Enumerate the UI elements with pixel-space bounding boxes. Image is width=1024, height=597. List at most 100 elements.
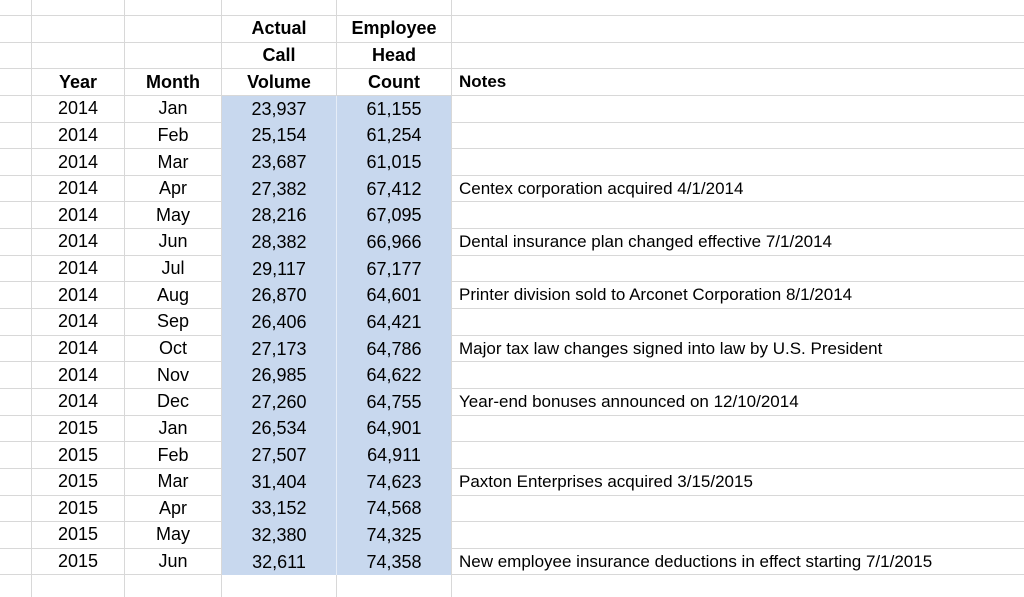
- cell-month[interactable]: Jan: [125, 415, 222, 443]
- cell-note[interactable]: Major tax law changes signed into law by…: [452, 336, 1024, 363]
- cell-empty[interactable]: [222, 575, 337, 597]
- cell-empty[interactable]: [125, 0, 222, 16]
- cell-empty[interactable]: [0, 335, 32, 363]
- cell-head-count[interactable]: 64,901: [337, 415, 452, 443]
- cell-empty[interactable]: [125, 575, 222, 597]
- cell-empty[interactable]: [0, 282, 32, 310]
- cell-empty[interactable]: [452, 575, 1024, 596]
- cell-year[interactable]: 2015: [32, 495, 125, 523]
- cell-year[interactable]: 2014: [32, 149, 125, 176]
- cell-month[interactable]: Feb: [125, 442, 222, 469]
- cell-call-volume[interactable]: 23,687: [222, 149, 337, 176]
- cell-empty[interactable]: [0, 575, 32, 597]
- cell-empty[interactable]: [125, 16, 222, 43]
- cell-empty[interactable]: [0, 229, 32, 256]
- cell-empty[interactable]: [0, 495, 32, 523]
- cell-empty[interactable]: [337, 0, 452, 16]
- cell-empty[interactable]: [337, 575, 452, 597]
- cell-note[interactable]: [452, 149, 1024, 176]
- cell-note[interactable]: [452, 416, 1024, 443]
- cell-year[interactable]: 2014: [32, 229, 125, 256]
- header-cell-employee[interactable]: Employee: [337, 16, 452, 43]
- cell-head-count[interactable]: 74,325: [337, 522, 452, 549]
- cell-empty[interactable]: [0, 69, 32, 96]
- cell-empty[interactable]: [0, 468, 32, 496]
- cell-empty[interactable]: [0, 149, 32, 176]
- cell-note[interactable]: [452, 362, 1024, 389]
- cell-month[interactable]: Mar: [125, 468, 222, 496]
- cell-year[interactable]: 2015: [32, 548, 125, 576]
- cell-note[interactable]: [452, 309, 1024, 336]
- cell-call-volume[interactable]: 28,382: [222, 229, 337, 256]
- cell-month[interactable]: Apr: [125, 495, 222, 523]
- cell-year[interactable]: 2014: [32, 122, 125, 150]
- cell-year[interactable]: 2014: [32, 309, 125, 336]
- header-cell-month[interactable]: Month: [125, 69, 222, 96]
- cell-empty[interactable]: [222, 0, 337, 16]
- cell-empty[interactable]: [32, 0, 125, 16]
- cell-call-volume[interactable]: 33,152: [222, 495, 337, 523]
- header-cell-notes[interactable]: Notes: [452, 69, 1024, 96]
- cell-year[interactable]: 2015: [32, 442, 125, 469]
- cell-year[interactable]: 2014: [32, 202, 125, 230]
- cell-empty[interactable]: [0, 16, 32, 43]
- cell-call-volume[interactable]: 32,380: [222, 522, 337, 549]
- cell-note[interactable]: [452, 256, 1024, 283]
- cell-empty[interactable]: [0, 548, 32, 576]
- cell-head-count[interactable]: 66,966: [337, 229, 452, 256]
- cell-note[interactable]: Paxton Enterprises acquired 3/15/2015: [452, 469, 1024, 496]
- cell-month[interactable]: Feb: [125, 122, 222, 150]
- cell-head-count[interactable]: 67,412: [337, 175, 452, 203]
- cell-year[interactable]: 2014: [32, 95, 125, 123]
- cell-month[interactable]: Mar: [125, 149, 222, 176]
- cell-head-count[interactable]: 74,568: [337, 495, 452, 523]
- cell-month[interactable]: Sep: [125, 309, 222, 336]
- cell-empty[interactable]: [0, 388, 32, 416]
- cell-year[interactable]: 2015: [32, 415, 125, 443]
- cell-month[interactable]: Oct: [125, 335, 222, 363]
- cell-month[interactable]: Apr: [125, 175, 222, 203]
- cell-head-count[interactable]: 61,155: [337, 95, 452, 123]
- cell-call-volume[interactable]: 27,382: [222, 175, 337, 203]
- cell-empty[interactable]: [0, 122, 32, 150]
- cell-year[interactable]: 2014: [32, 388, 125, 416]
- cell-head-count[interactable]: 61,254: [337, 122, 452, 150]
- cell-call-volume[interactable]: 26,870: [222, 282, 337, 310]
- cell-call-volume[interactable]: 27,173: [222, 335, 337, 363]
- cell-empty[interactable]: [0, 442, 32, 469]
- cell-head-count[interactable]: 74,623: [337, 468, 452, 496]
- cell-head-count[interactable]: 64,601: [337, 282, 452, 310]
- cell-empty[interactable]: [0, 362, 32, 389]
- cell-call-volume[interactable]: 25,154: [222, 122, 337, 150]
- cell-empty[interactable]: [452, 0, 1024, 16]
- cell-month[interactable]: Nov: [125, 362, 222, 389]
- cell-month[interactable]: May: [125, 202, 222, 230]
- cell-note[interactable]: [452, 496, 1024, 523]
- cell-note[interactable]: [452, 96, 1024, 123]
- cell-empty[interactable]: [0, 522, 32, 549]
- cell-call-volume[interactable]: 32,611: [222, 548, 337, 576]
- cell-year[interactable]: 2014: [32, 175, 125, 203]
- cell-empty[interactable]: [32, 575, 125, 597]
- cell-empty[interactable]: [125, 42, 222, 70]
- cell-year[interactable]: 2014: [32, 282, 125, 310]
- cell-empty[interactable]: [32, 42, 125, 70]
- cell-note[interactable]: Year-end bonuses announced on 12/10/2014: [452, 389, 1024, 416]
- cell-empty[interactable]: [0, 255, 32, 283]
- cell-note[interactable]: Dental insurance plan changed effective …: [452, 229, 1024, 256]
- cell-head-count[interactable]: 64,421: [337, 309, 452, 336]
- header-cell-volume[interactable]: Volume: [222, 69, 337, 96]
- cell-month[interactable]: May: [125, 522, 222, 549]
- cell-head-count[interactable]: 64,911: [337, 442, 452, 469]
- cell-head-count[interactable]: 74,358: [337, 548, 452, 576]
- cell-month[interactable]: Jun: [125, 548, 222, 576]
- cell-call-volume[interactable]: 29,117: [222, 255, 337, 283]
- cell-call-volume[interactable]: 26,534: [222, 415, 337, 443]
- header-cell-head[interactable]: Head: [337, 42, 452, 70]
- cell-month[interactable]: Jan: [125, 95, 222, 123]
- cell-call-volume[interactable]: 26,985: [222, 362, 337, 389]
- cell-year[interactable]: 2015: [32, 522, 125, 549]
- cell-year[interactable]: 2014: [32, 362, 125, 389]
- cell-empty[interactable]: [452, 43, 1024, 70]
- cell-empty[interactable]: [0, 42, 32, 70]
